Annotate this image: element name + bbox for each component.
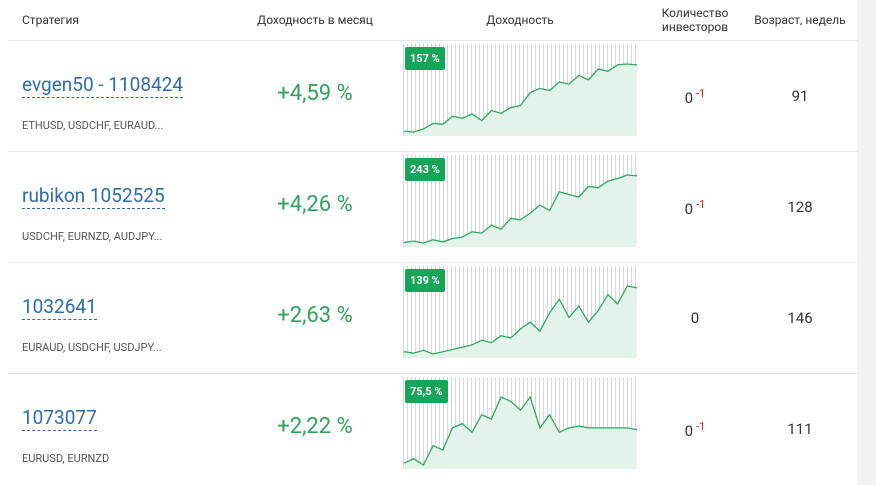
scrollbar-strip [857,0,876,485]
investors-count: 0 [684,89,694,107]
investors-change: -1 [696,420,706,433]
header-investors: Количество инвесторов [661,6,729,34]
profit-area [404,175,637,247]
strategy-name[interactable]: evgen50 - 1108424 [22,73,184,98]
age: 111 [787,420,813,438]
pairs: EURUSD, EURNZD [22,452,110,465]
profit-line [403,285,638,355]
investors: 0 -1 [645,198,745,218]
strategy-row: evgen50 - 1108424 ETHUSD, USDCHF, EURAUD.… [8,40,857,151]
profit-badge: 157 % [405,47,445,70]
investors-count: 0 [684,422,694,440]
strategy-row: 1073077 EURUSD, EURNZD +2,22 % 0 -1 111 75,5 % [8,373,857,484]
age: 146 [787,309,813,327]
header-age: Возраст, недель [754,13,846,27]
investors-count: 0 [690,309,700,327]
strategy-row: 1032641 EURAUD, USDCHF, USDJPY... +2,63 % 0… [8,262,857,373]
investors: 0 -1 [645,420,745,440]
profit-line [403,174,638,244]
monthly-return: +4,26 % [277,192,353,217]
strategy-row: rubikon 1052525 USDCHF, EURNZD, AUDJPY...… [8,151,857,262]
investors: 0 [645,309,745,327]
profit-badge: 243 % [405,158,445,181]
strategy-name[interactable]: rubikon 1052525 [22,184,165,209]
profit-line [403,63,638,133]
profit-area [404,64,637,136]
header-monthly: Доходность в месяц [257,13,373,27]
investors-change: -1 [696,87,706,100]
pairs: EURAUD, USDCHF, USDJPY... [22,341,162,354]
header-strategy: Стратегия [22,13,79,27]
age: 91 [791,87,809,105]
header-chart: Доходность [486,13,554,27]
pairs: USDCHF, EURNZD, AUDJPY... [22,230,163,243]
monthly-return: +2,63 % [277,303,353,328]
profit-line [403,395,638,466]
strategy-name[interactable]: 1073077 [22,406,97,431]
profit-area [404,397,637,469]
age: 128 [787,198,813,216]
monthly-return: +4,59 % [277,81,353,106]
strategy-name[interactable]: 1032641 [22,295,97,320]
investors: 0 -1 [645,87,745,107]
monthly-return: +2,22 % [277,414,353,439]
pairs: ETHUSD, USDCHF, EURAUD... [22,119,164,132]
profit-badge: 75,5 % [405,380,448,403]
profit-badge: 139 % [405,269,445,292]
profit-area [404,286,637,358]
investors-change: -1 [696,198,706,211]
investors-count: 0 [684,200,694,218]
